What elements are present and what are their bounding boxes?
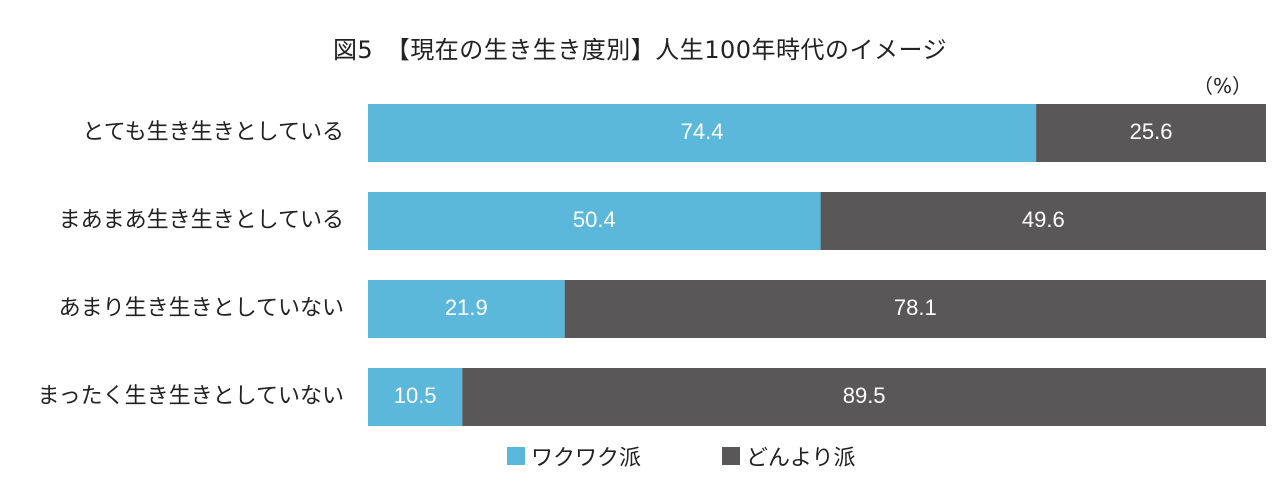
- legend-swatch-donyori: [722, 447, 740, 465]
- legend-item-wakuwaku: ワクワク派: [507, 440, 641, 472]
- category-label: まったく生き生きとしていない: [38, 384, 344, 409]
- legend-label-wakuwaku: ワクワク派: [531, 446, 642, 471]
- category-label: とても生き生きとしている: [82, 120, 344, 145]
- bar-donyori: [564, 280, 1266, 338]
- data-label-wakuwaku: 21.9: [445, 295, 488, 320]
- legend-item-donyori: どんより派: [722, 440, 856, 472]
- data-label-wakuwaku: 50.4: [573, 207, 616, 232]
- category-label: あまり生き生きとしていない: [59, 296, 344, 321]
- unit-label: （%）: [1192, 74, 1252, 98]
- legend-label-donyori: どんより派: [746, 446, 856, 471]
- bar-wakuwaku: [368, 280, 565, 338]
- data-label-wakuwaku: 74.4: [681, 119, 724, 144]
- stacked-bar-chart: とても生き生きとしている 74.4 25.6 まあまあ生き生きとしている 50.4 49.…: [38, 104, 1266, 426]
- category-label: まあまあ生き生きとしている: [59, 208, 344, 233]
- data-label-donyori: 25.6: [1130, 119, 1173, 144]
- bar-wakuwaku: [368, 192, 821, 250]
- bar-donyori: [462, 368, 1266, 426]
- bar-donyori: [820, 192, 1266, 250]
- legend-swatch-wakuwaku: [507, 447, 525, 465]
- data-label-wakuwaku: 10.5: [394, 383, 437, 408]
- bar-donyori: [1036, 104, 1266, 162]
- data-label-donyori: 78.1: [894, 295, 937, 320]
- data-label-donyori: 49.6: [1022, 207, 1065, 232]
- bar-wakuwaku: [368, 368, 463, 426]
- legend: ワクワク派 どんより派: [0, 440, 1280, 474]
- chart-title: 図5 【現在の生き生き度別】人生100年時代のイメージ: [332, 36, 948, 64]
- data-label-donyori: 89.5: [843, 383, 886, 408]
- bar-wakuwaku: [368, 104, 1037, 162]
